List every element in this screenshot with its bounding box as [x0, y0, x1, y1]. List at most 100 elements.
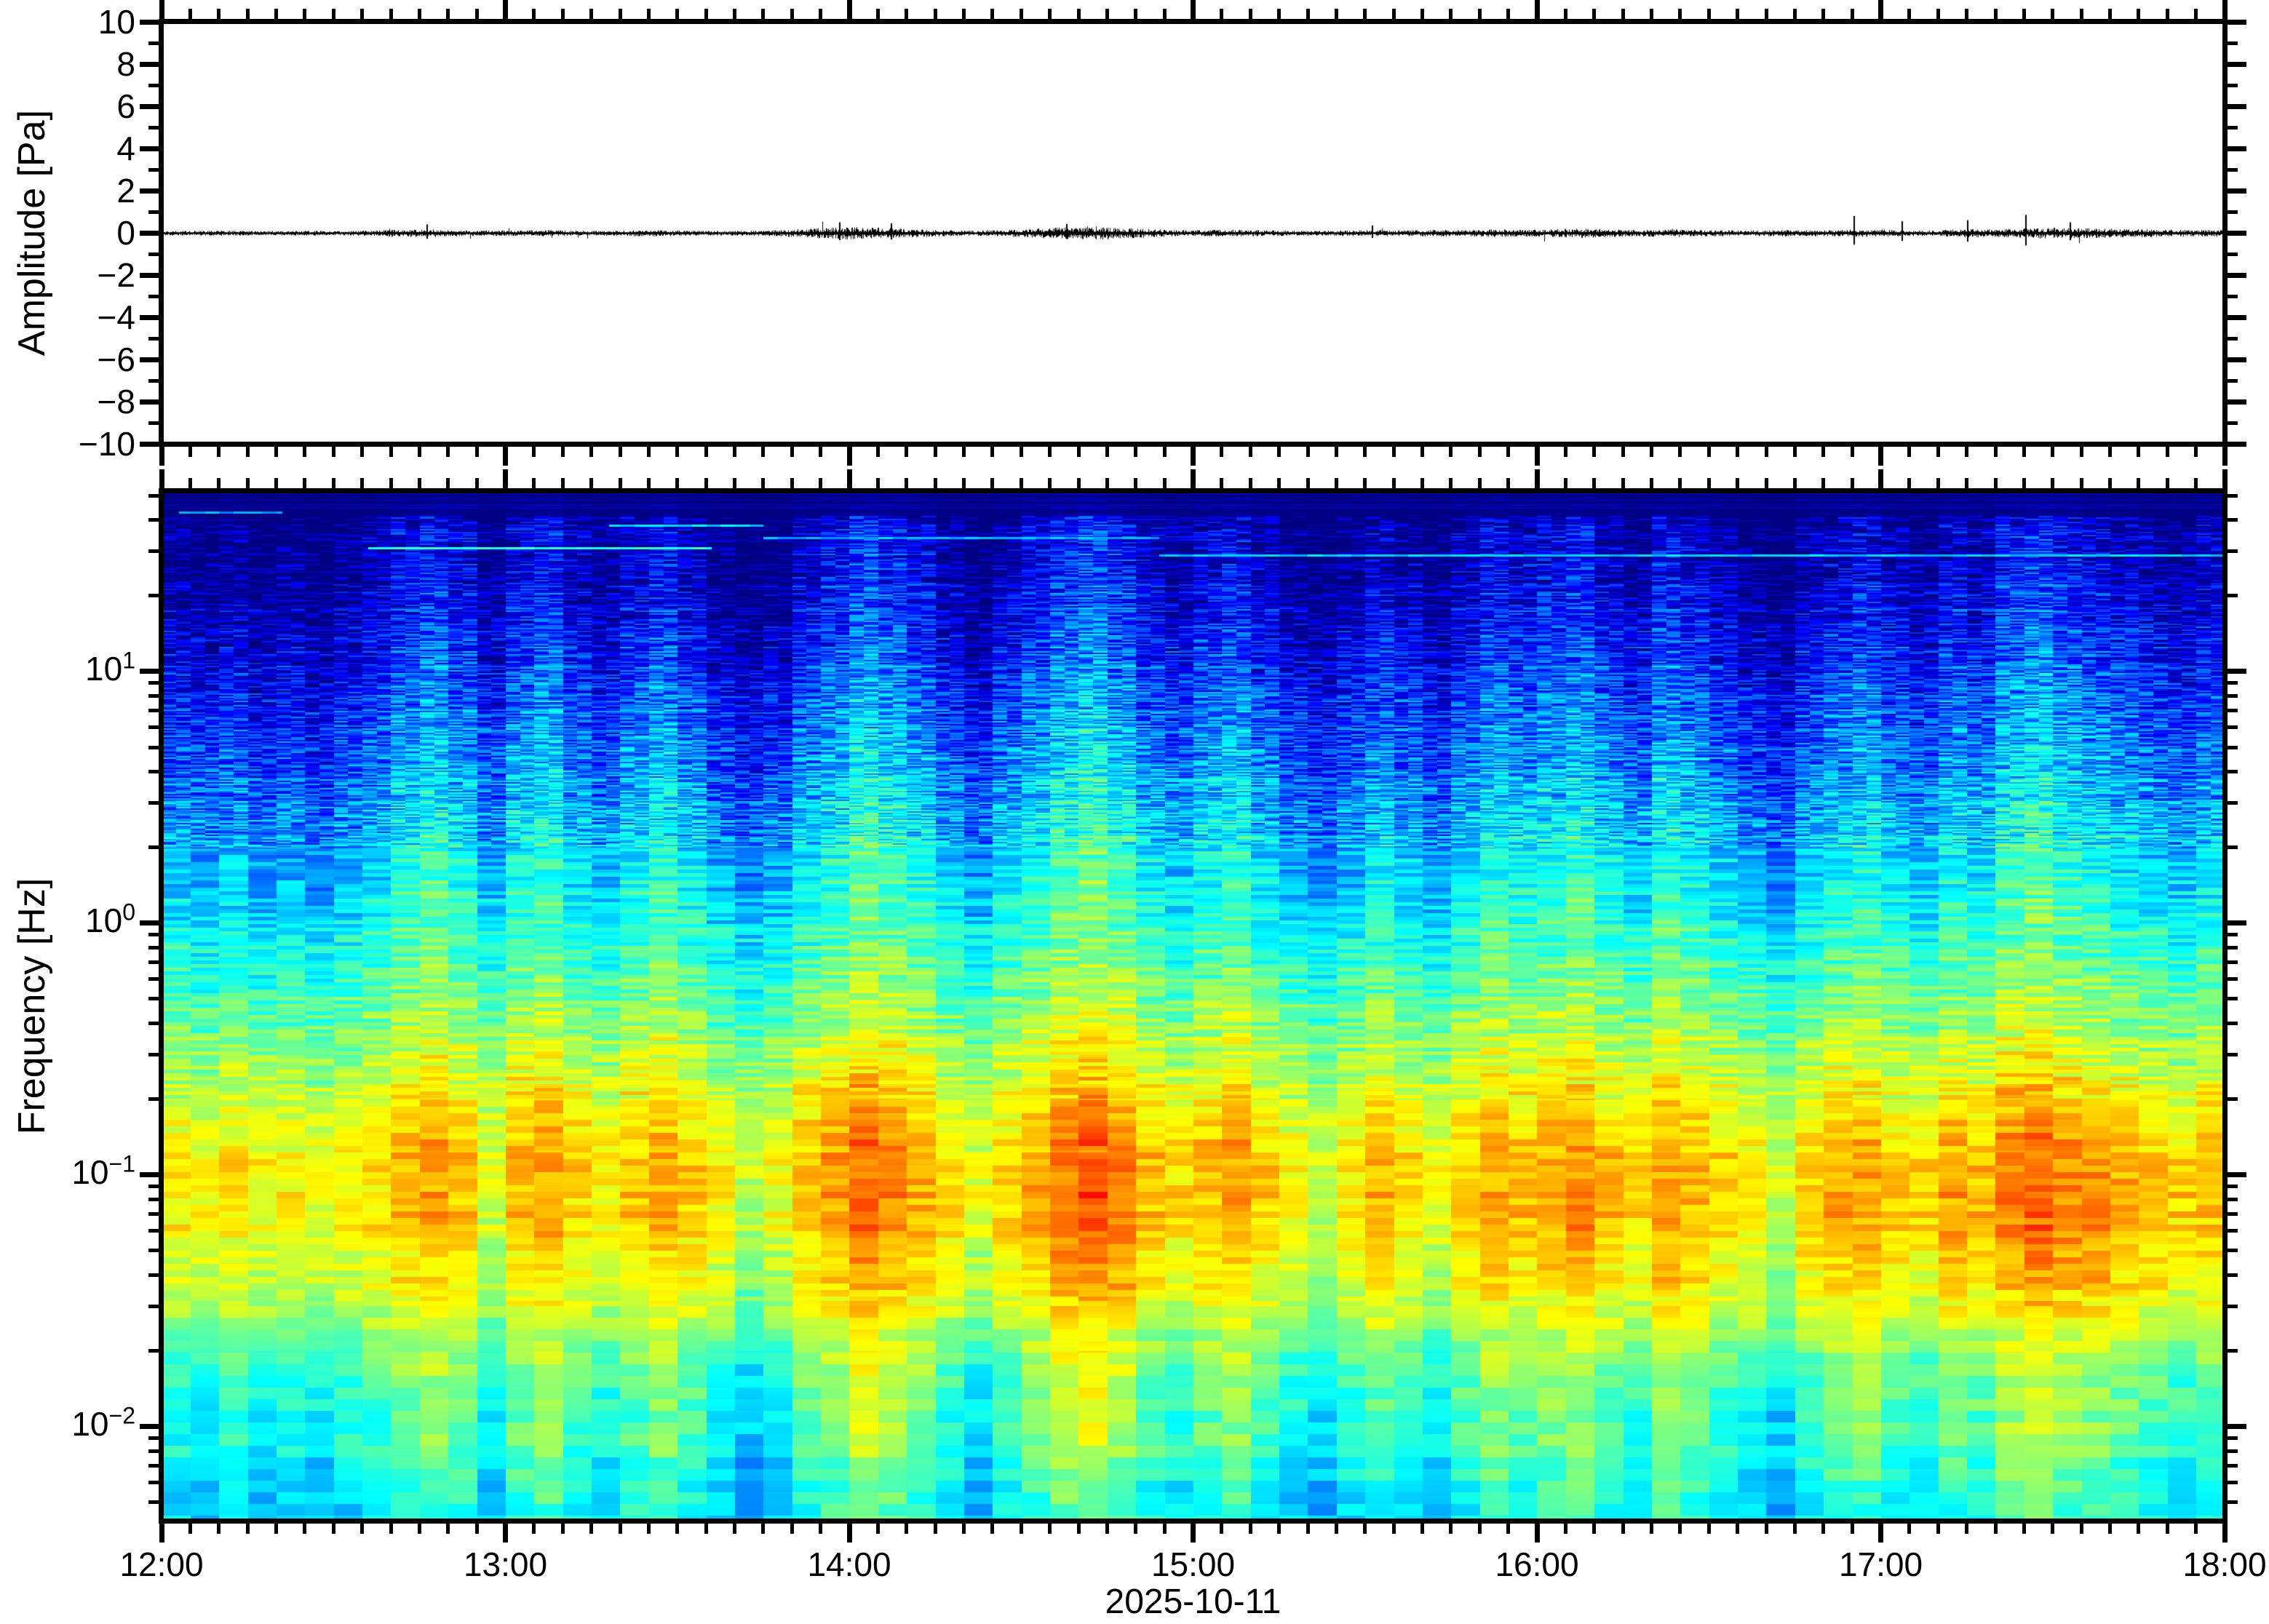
amplitude-tick-label: −6 [97, 341, 135, 378]
axis-tick [790, 9, 794, 19]
axis-tick [2051, 478, 2055, 488]
axis-tick [1764, 447, 1768, 457]
axis-tick [1048, 447, 1052, 457]
axis-tick [1449, 447, 1453, 457]
axis-tick [589, 447, 594, 457]
axis-tick [560, 478, 565, 488]
axis-tick [148, 336, 159, 341]
axis-tick [2228, 1185, 2238, 1189]
axis-tick [217, 1524, 221, 1534]
axis-tick [2228, 210, 2238, 214]
axis-tick [2222, 447, 2228, 466]
axis-tick [1592, 447, 1597, 457]
axis-tick [2222, 0, 2228, 19]
axis-tick [188, 478, 192, 488]
axis-tick [1019, 1524, 1023, 1534]
axis-tick [1334, 9, 1338, 19]
amplitude-tick-label: −2 [97, 256, 135, 294]
axis-tick [1850, 9, 1854, 19]
date-label: 2025-10-11 [1105, 1583, 1281, 1621]
amplitude-tick-label: 4 [116, 130, 135, 167]
axis-tick [1706, 9, 1711, 19]
axis-tick [2228, 725, 2238, 730]
axis-tick [2228, 1500, 2238, 1505]
axis-tick [2228, 845, 2238, 850]
axis-tick [245, 478, 250, 488]
axis-tick [846, 0, 852, 19]
axis-tick [1363, 447, 1367, 457]
axis-tick [1220, 478, 1224, 488]
axis-tick [962, 447, 966, 457]
axis-tick [1019, 478, 1023, 488]
axis-tick [1134, 478, 1138, 488]
axis-tick [217, 9, 221, 19]
axis-tick [1306, 447, 1310, 457]
axis-tick [2228, 770, 2238, 774]
axis-tick [646, 478, 651, 488]
axis-tick [148, 1305, 159, 1309]
axis-tick [990, 478, 995, 488]
axis-tick [1248, 478, 1252, 488]
axis-tick [148, 1449, 159, 1453]
axis-tick [446, 1524, 450, 1534]
axis-tick [274, 447, 278, 457]
axis-tick [1936, 1524, 1940, 1534]
axis-tick [2137, 447, 2141, 457]
axis-tick [1993, 1524, 1998, 1534]
axis-tick [646, 447, 651, 457]
axis-tick [1563, 1524, 1567, 1534]
axis-tick [389, 447, 393, 457]
frequency-tick-label: 100 [85, 899, 135, 939]
waveform-trace-canvas [162, 22, 2225, 444]
axis-tick [1162, 1524, 1167, 1534]
axis-tick [2228, 933, 2238, 937]
axis-tick [1363, 1524, 1367, 1534]
axis-tick [905, 9, 909, 19]
axis-tick [2165, 9, 2169, 19]
axis-tick [1449, 9, 1453, 19]
axis-tick [148, 493, 159, 498]
axis-tick [1878, 469, 1883, 488]
amplitude-tick-label: −4 [97, 298, 135, 336]
amplitude-tick-label: 2 [116, 172, 135, 210]
axis-tick [1506, 478, 1511, 488]
axis-tick [2108, 478, 2112, 488]
axis-tick [1048, 1524, 1052, 1534]
axis-tick [1449, 478, 1453, 488]
axis-tick [148, 845, 159, 850]
axis-tick [389, 9, 393, 19]
axis-tick [1220, 1524, 1224, 1534]
axis-tick [675, 1524, 680, 1534]
axis-tick [875, 1524, 880, 1534]
axis-tick [503, 0, 508, 19]
axis-tick [1736, 9, 1740, 19]
axis-tick [1191, 0, 1196, 19]
axis-tick [1706, 478, 1711, 488]
axis-tick [148, 945, 159, 950]
axis-tick [589, 478, 594, 488]
axis-tick [2228, 493, 2238, 498]
axis-tick [389, 1524, 393, 1534]
axis-tick [245, 1524, 250, 1534]
axis-tick [1391, 1524, 1396, 1534]
axis-tick [2228, 357, 2246, 362]
axis-tick [148, 1021, 159, 1025]
axis-tick [148, 378, 159, 383]
axis-tick [1477, 447, 1482, 457]
axis-tick [1621, 1524, 1625, 1534]
axis-tick [704, 478, 708, 488]
axis-tick [2194, 9, 2198, 19]
axis-tick [217, 478, 221, 488]
axis-tick [618, 9, 622, 19]
axis-tick [1678, 478, 1682, 488]
axis-tick [2222, 1524, 2228, 1543]
axis-tick [1105, 478, 1109, 488]
axis-tick [2194, 1524, 2198, 1534]
axis-tick [1678, 1524, 1682, 1534]
axis-tick [1563, 478, 1567, 488]
axis-tick [1420, 1524, 1424, 1534]
axis-tick [1534, 0, 1540, 19]
axis-tick [148, 1480, 159, 1484]
axis-tick [148, 977, 159, 982]
